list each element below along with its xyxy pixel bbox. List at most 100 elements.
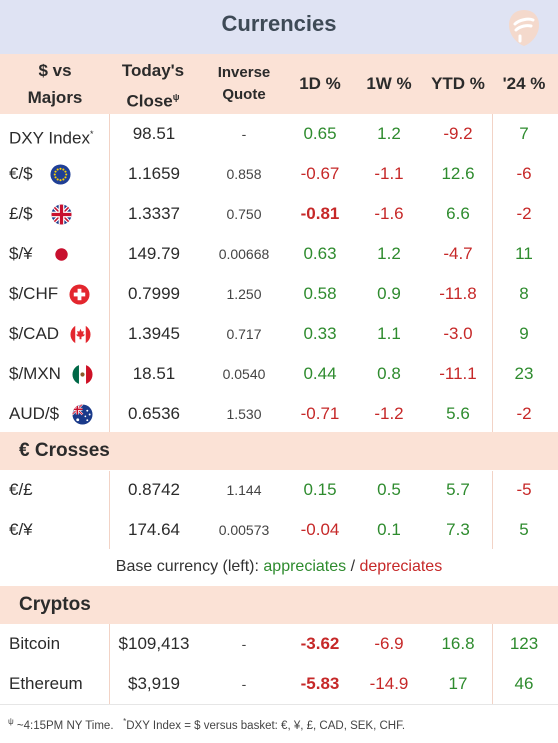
change-1w: 0.9 <box>377 284 401 303</box>
column-divider <box>492 624 493 704</box>
table-row: £/$ 1.3337 0.750 -0.81 -1.6 6.6 -2 <box>0 194 558 234</box>
cryptos-title: Cryptos <box>19 594 91 615</box>
page-title: Currencies <box>221 11 337 36</box>
change-ytd: 17 <box>448 674 468 693</box>
change-ytd: 6.6 <box>446 204 470 223</box>
pair-name: €/¥ <box>9 520 33 539</box>
change-2024: -2 <box>516 404 532 423</box>
header-inverse: Inverse Quote <box>217 64 271 103</box>
pair-name: Ethereum <box>9 674 83 693</box>
close-value: 174.64 <box>128 520 180 539</box>
change-1d: 0.44 <box>303 364 337 383</box>
table-row: $/CAD 1.3945 0.717 0.33 1.1 -3.0 9 <box>0 314 558 354</box>
cryptos-section-header: Cryptos <box>0 586 558 624</box>
header-ytd: YTD % <box>431 74 485 93</box>
close-value: $109,413 <box>118 634 190 653</box>
inverse-quote: 0.750 <box>226 206 262 222</box>
close-value: 149.79 <box>128 244 180 263</box>
close-value: 1.3337 <box>128 204 180 223</box>
inverse-quote: 0.717 <box>226 326 262 342</box>
inverse-quote: 0.0540 <box>222 366 266 382</box>
change-1d: -5.83 <box>300 674 340 693</box>
change-1w: 0.8 <box>377 364 401 383</box>
mexico-flag-icon <box>72 364 93 385</box>
crosses-section-header: € Crosses <box>0 432 558 470</box>
header-2024: '24 % <box>502 74 546 93</box>
change-2024: 11 <box>515 244 533 263</box>
pair-name: €/$ <box>9 164 33 183</box>
table-row: Ethereum $3,919 - -5.83 -14.9 17 46 <box>0 664 558 704</box>
table-row: Bitcoin $109,413 - -3.62 -6.9 16.8 123 <box>0 624 558 664</box>
table-row: $/¥ 149.79 0.00668 0.63 1.2 -4.7 11 <box>0 234 558 274</box>
change-1d: 0.65 <box>303 124 337 143</box>
change-ytd: 5.7 <box>446 480 470 499</box>
uk-flag-icon <box>51 204 72 225</box>
pair-name: Bitcoin <box>9 634 61 653</box>
change-ytd: 5.6 <box>446 404 470 423</box>
change-2024: -5 <box>516 480 532 499</box>
header-close: Today's Closeψ <box>121 61 185 111</box>
change-1w: 1.1 <box>377 324 401 343</box>
column-divider <box>492 471 493 549</box>
change-1w: -1.6 <box>374 204 404 223</box>
change-1w: -1.2 <box>374 404 404 423</box>
change-1d: -0.71 <box>300 404 340 423</box>
column-divider <box>109 471 110 549</box>
change-ytd: -11.8 <box>439 284 477 303</box>
change-1w: 1.2 <box>377 244 401 263</box>
change-1d: -0.67 <box>300 164 340 183</box>
logo-icon <box>509 10 539 46</box>
close-value: $3,919 <box>128 674 180 693</box>
pair-name: $/CAD <box>9 324 60 343</box>
change-1d: 0.15 <box>303 480 337 499</box>
australia-flag-icon <box>72 404 93 425</box>
change-1w: -14.9 <box>369 674 409 693</box>
close-value: 0.8742 <box>128 480 180 499</box>
inverse-quote: 1.250 <box>226 286 262 302</box>
change-1d: -3.62 <box>300 634 340 653</box>
pair-name: £/$ <box>9 204 33 223</box>
change-2024: 23 <box>514 364 534 383</box>
table-row: AUD/$ 0.6536 1.530 -0.71 -1.2 5.6 -2 <box>0 394 558 434</box>
change-ytd: 16.8 <box>441 634 475 653</box>
change-ytd: 7.3 <box>446 520 470 539</box>
change-ytd: -9.2 <box>443 124 473 143</box>
change-1w: -1.1 <box>374 164 404 183</box>
pair-name: $/MXN <box>9 364 61 383</box>
inverse-quote: 0.00668 <box>218 246 270 262</box>
change-2024: 123 <box>509 634 539 653</box>
table-row: €/¥ 174.64 0.00573 -0.04 0.1 7.3 5 <box>0 510 558 550</box>
pair-name: €/£ <box>9 480 33 499</box>
close-value: 18.51 <box>132 364 176 383</box>
pair-name: $/¥ <box>9 244 33 263</box>
header-1d: 1D % <box>299 74 341 93</box>
change-1d: -0.04 <box>300 520 340 539</box>
change-1d: -0.81 <box>300 204 340 223</box>
change-ytd: -4.7 <box>443 244 473 263</box>
change-2024: -6 <box>516 164 532 183</box>
table-row: €/£ 0.8742 1.144 0.15 0.5 5.7 -5 <box>0 470 558 510</box>
pair-name: AUD/$ <box>9 404 60 423</box>
close-value: 1.3945 <box>128 324 180 343</box>
pair-name: DXY Index* <box>9 128 94 148</box>
table-row: €/$ 1.1659 0.858 -0.67 -1.1 12.6 -6 <box>0 154 558 194</box>
close-value: 0.7999 <box>128 284 180 303</box>
eu-flag-icon <box>50 164 71 185</box>
canada-flag-icon <box>70 324 91 345</box>
change-1w: 0.1 <box>377 520 401 539</box>
change-1d: 0.33 <box>303 324 337 343</box>
change-2024: 7 <box>519 124 529 143</box>
header-1w: 1W % <box>366 74 412 93</box>
footer-note: ψ ~4:15PM NY Time. *DXY Index = $ versus… <box>0 704 558 743</box>
close-value: 98.51 <box>132 124 176 143</box>
change-ytd: -3.0 <box>443 324 473 343</box>
inverse-quote: 0.00573 <box>218 522 270 538</box>
pair-name: $/CHF <box>9 284 59 303</box>
table-row: $/MXN 18.51 0.0540 0.44 0.8 -11.1 23 <box>0 354 558 394</box>
change-2024: -2 <box>516 204 532 223</box>
change-ytd: -11.1 <box>439 364 477 383</box>
inverse-quote: 1.530 <box>226 406 262 422</box>
inverse-quote: - <box>241 676 247 692</box>
column-divider <box>109 114 110 432</box>
title-bar: Currencies <box>0 0 558 54</box>
